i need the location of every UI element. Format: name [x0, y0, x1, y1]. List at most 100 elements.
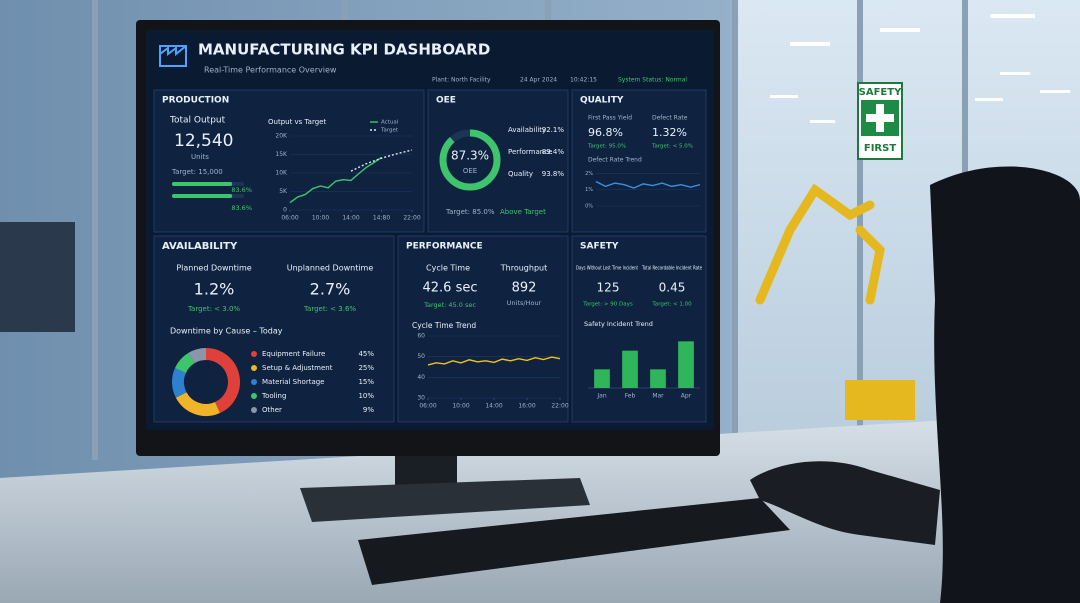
sign-text: FIRST: [864, 143, 896, 154]
progress-label: 83.6%: [231, 204, 252, 212]
y-tick-label: 50: [417, 353, 425, 360]
metric-value: 89.4%: [542, 148, 565, 156]
legend-value: 10%: [358, 392, 374, 400]
side-monitor: [0, 222, 75, 332]
series-line: [289, 156, 382, 204]
progress-label: 83.6%: [231, 186, 252, 194]
kpi-target: Target: 15,000: [171, 168, 223, 176]
y-tick-label: 15K: [275, 151, 288, 158]
panel: [153, 235, 395, 423]
panel-title: SAFETY: [580, 242, 619, 252]
donut-segment: [174, 352, 195, 374]
keyboard: [358, 498, 790, 585]
legend-dot: [251, 393, 257, 399]
chart-title: Downtime by Cause – Today: [170, 327, 283, 336]
dashboard-title: MANUFACTURING KPI DASHBOARD: [198, 41, 490, 59]
yellow-cart: [845, 380, 915, 420]
x-tick-label: 14:00: [485, 403, 502, 410]
y-tick-label: 0%: [585, 204, 593, 210]
y-tick-label: 1%: [585, 187, 593, 193]
legend-label: Material Shortage: [262, 378, 325, 386]
kpi-label: Defect Rate: [652, 115, 688, 122]
kpi-value: 96.8%: [588, 126, 623, 139]
x-tick-label: 10:00: [452, 403, 469, 410]
x-tick-label: 22:00: [551, 403, 568, 410]
bar: [678, 341, 694, 388]
panel: [571, 235, 707, 423]
chart-title: Defect Rate Trend: [588, 157, 642, 164]
kpi-value: 125: [597, 281, 620, 295]
x-tick-label: 10:00: [312, 215, 329, 222]
x-tick-label: 06:00: [419, 403, 436, 410]
safety-sign: SAFETY FIRST: [857, 82, 903, 160]
series-line: [595, 180, 701, 189]
kpi-unit: Units/Hour: [507, 299, 542, 307]
x-tick-label: 06:00: [281, 215, 298, 222]
kpi-unit: Units: [191, 153, 209, 161]
kpi-target: Target: < 1.00: [651, 302, 692, 308]
chart-title: Cycle Time Trend: [412, 321, 476, 330]
kpi-target: Target: < 5.0%: [651, 144, 693, 150]
x-tick-label: 22:00: [403, 215, 420, 222]
metric-value: 92.1%: [542, 126, 565, 134]
oee-target: Target: 85.0%: [445, 208, 495, 216]
date-chip: 24 Apr 2024: [520, 77, 557, 84]
panel-title: PRODUCTION: [162, 96, 229, 106]
legend-label: Tooling: [261, 392, 286, 400]
donut-segment: [188, 348, 207, 364]
metric-value: 93.8%: [542, 170, 565, 178]
legend-value: 45%: [358, 350, 374, 358]
kpi-target: Target: < 3.6%: [303, 305, 356, 313]
chart-title: Safety Incident Trend: [584, 320, 653, 328]
sign-text: SAFETY: [859, 87, 902, 98]
legend-value: 15%: [358, 378, 374, 386]
panel-title: OEE: [436, 96, 456, 106]
progress-bar: [172, 194, 233, 198]
monitor-base: [300, 478, 590, 522]
y-tick-label: 60: [417, 333, 425, 340]
kpi-label: First Pass Yield: [588, 115, 632, 122]
series-line: [350, 149, 413, 172]
bar: [622, 350, 638, 388]
kpi-target: Target: 45.0 sec: [423, 301, 476, 309]
kpi-value: 42.6 sec: [423, 281, 478, 296]
kpi-value: 892: [512, 281, 537, 296]
kpi-value: 0.45: [659, 281, 686, 295]
x-tick-label: 16:00: [518, 403, 535, 410]
legend-dot: [251, 379, 257, 385]
kpi-value: 2.7%: [310, 280, 351, 299]
progress-bar: [172, 182, 233, 186]
kpi-target: Target: 95.0%: [587, 144, 626, 150]
y-tick-label: 2%: [585, 171, 593, 177]
person: [930, 166, 1080, 603]
dashboard-subtitle: Real-Time Performance Overview: [204, 66, 337, 75]
x-tick-label: 14:00: [342, 215, 359, 222]
metric-label: Performance: [508, 148, 552, 156]
legend-dot: [251, 407, 257, 413]
kpi-label: Total Recordable Incident Rate: [641, 266, 702, 272]
kpi-label: Total Output: [169, 116, 226, 126]
kpi-label: Throughput: [500, 264, 547, 273]
oee-value: 87.3%: [451, 149, 489, 163]
bar: [594, 369, 610, 388]
panel-title: AVAILABILITY: [162, 241, 238, 252]
hand: [750, 461, 940, 545]
metric-label: Quality: [508, 170, 533, 178]
dashboard: MANUFACTURING KPI DASHBOARD Real-Time Pe…: [153, 41, 707, 423]
legend-value: 9%: [363, 406, 374, 414]
kpi-label: Unplanned Downtime: [287, 264, 374, 273]
legend-dot: [251, 365, 257, 371]
gauge-arc: [439, 129, 501, 191]
panel: [153, 89, 425, 233]
chart-title: Output vs Target: [268, 118, 326, 126]
donut-segment: [175, 391, 220, 416]
x-tick-label: Mar: [652, 393, 664, 400]
y-tick-label: 20K: [275, 133, 288, 140]
oee-status: Above Target: [500, 208, 546, 216]
header-icon: [159, 45, 187, 67]
y-tick-label: 0: [283, 207, 287, 214]
y-tick-label: 5K: [279, 188, 288, 195]
kpi-value: 12,540: [174, 131, 233, 151]
y-tick-label: 10K: [275, 170, 288, 177]
